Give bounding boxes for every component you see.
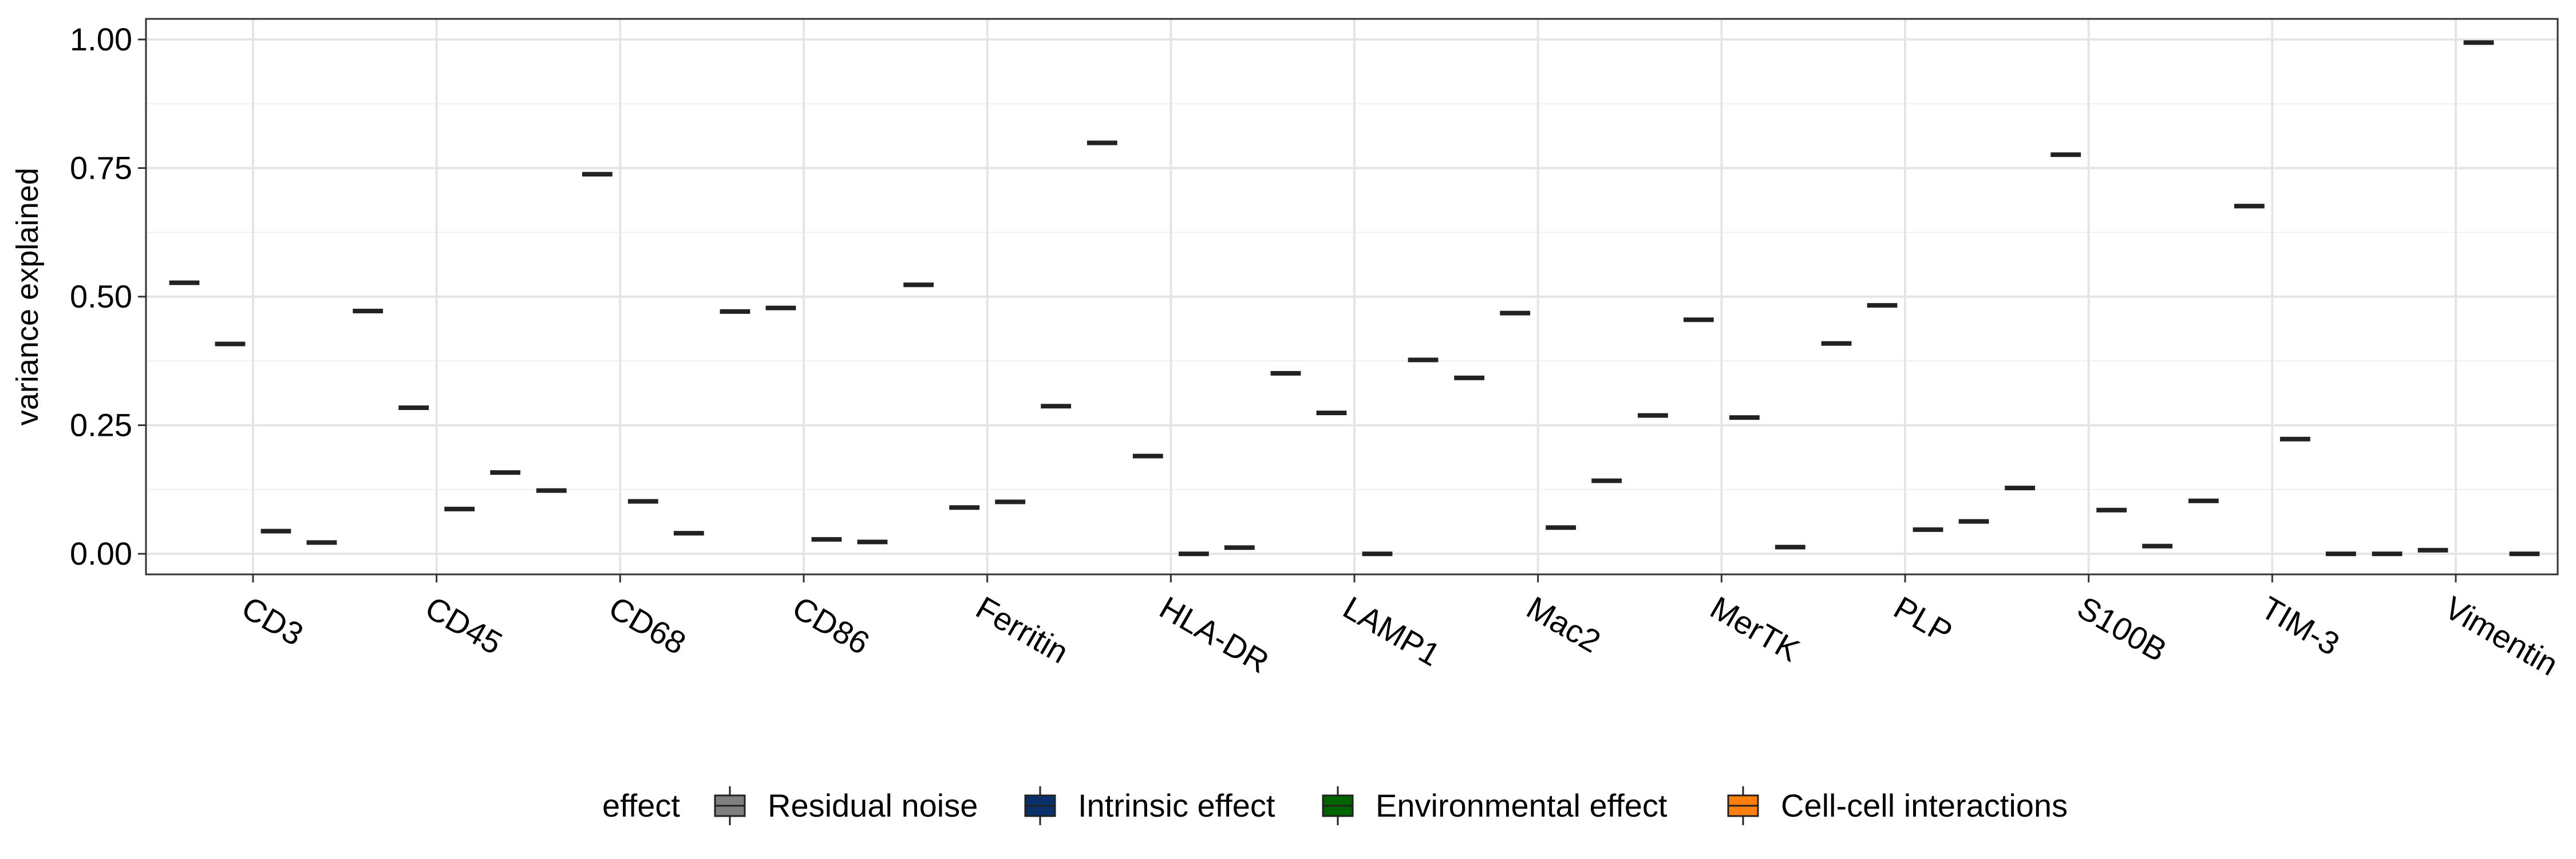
legend-item-cell-cell-interactions: Cell-cell interactions <box>1727 786 2068 825</box>
legend: effect Residual noise Intrinsic effect Env… <box>602 786 2068 825</box>
x-tick-label-ferritin: Ferritin <box>970 589 1074 671</box>
x-tick-label-cd45: CD45 <box>420 589 508 661</box>
legend-label: Intrinsic effect <box>1078 787 1275 823</box>
y-axis-label: variance explained <box>10 168 45 425</box>
legend-item-environmental-effect: Environmental effect <box>1322 786 1668 825</box>
x-tick-label-s100b: S100B <box>2072 589 2173 669</box>
y-tick-label: 1.00 <box>70 21 132 57</box>
legend-label: Environmental effect <box>1376 787 1668 823</box>
x-tick-label-cd86: CD86 <box>787 589 875 661</box>
grid <box>146 19 2558 574</box>
x-axis: CD3 CD45 CD68 CD86 Ferritin HLA-DR LAMP1 Mac2 Me… <box>236 574 2564 683</box>
x-tick-label-cd3: CD3 <box>236 589 310 653</box>
x-tick-label-lamp1: LAMP1 <box>1337 589 1447 673</box>
y-tick-label: 0.25 <box>70 407 132 443</box>
y-tick-label: 0.50 <box>70 278 132 314</box>
x-tick-label-cd68: CD68 <box>603 589 692 661</box>
legend-label: Cell-cell interactions <box>1781 787 2068 823</box>
boxplot-marks <box>169 40 2540 557</box>
x-tick-label-mertk: MerTK <box>1704 589 1805 669</box>
x-tick-label-hla-dr: HLA-DR <box>1153 589 1275 680</box>
y-tick-label: 0.00 <box>70 535 132 572</box>
legend-item-intrinsic-effect: Intrinsic effect <box>1024 786 1275 825</box>
y-axis: 0.00 0.25 0.50 0.75 1.00 <box>70 21 146 572</box>
x-tick-label-vimentin: Vimentin <box>2439 589 2564 683</box>
legend-title: effect <box>602 787 680 823</box>
legend-label: Residual noise <box>768 787 978 823</box>
x-tick-label-tim-3: TIM-3 <box>2255 589 2345 663</box>
legend-item-residual-noise: Residual noise <box>714 786 978 825</box>
y-tick-label: 0.75 <box>70 149 132 186</box>
x-tick-label-plp: PLP <box>1888 589 1958 651</box>
x-tick-label-mac2: Mac2 <box>1521 589 1607 660</box>
